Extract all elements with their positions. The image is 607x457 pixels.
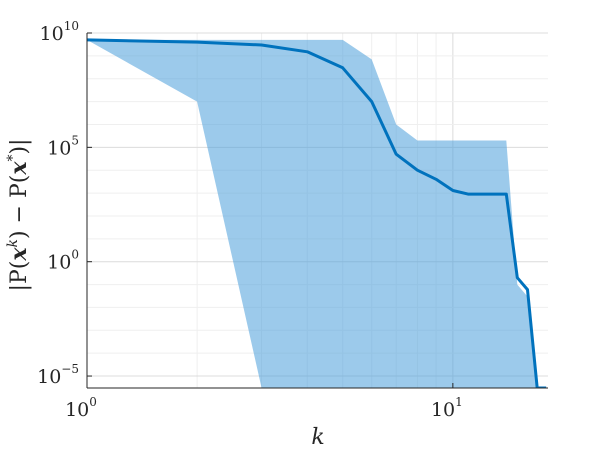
y-axis-label: |P(xk) − P(x*)|	[5, 139, 32, 292]
y-tick-label: 105	[47, 133, 79, 159]
series-line-layer	[87, 38, 547, 388]
confidence-band	[87, 39, 547, 388]
x-tick-label: 101	[431, 395, 463, 421]
series-line	[87, 38, 547, 388]
tick-labels: 10−5 100 105 1010 100 101	[37, 19, 463, 421]
y-tick-label: 10−5	[37, 362, 79, 388]
x-axis-label: k	[311, 425, 324, 450]
x-tick-label: 100	[65, 395, 97, 421]
y-tick-label: 1010	[40, 19, 79, 45]
axes	[86, 33, 548, 389]
y-tick-label: 100	[47, 248, 79, 274]
confidence-band-area	[87, 39, 547, 388]
